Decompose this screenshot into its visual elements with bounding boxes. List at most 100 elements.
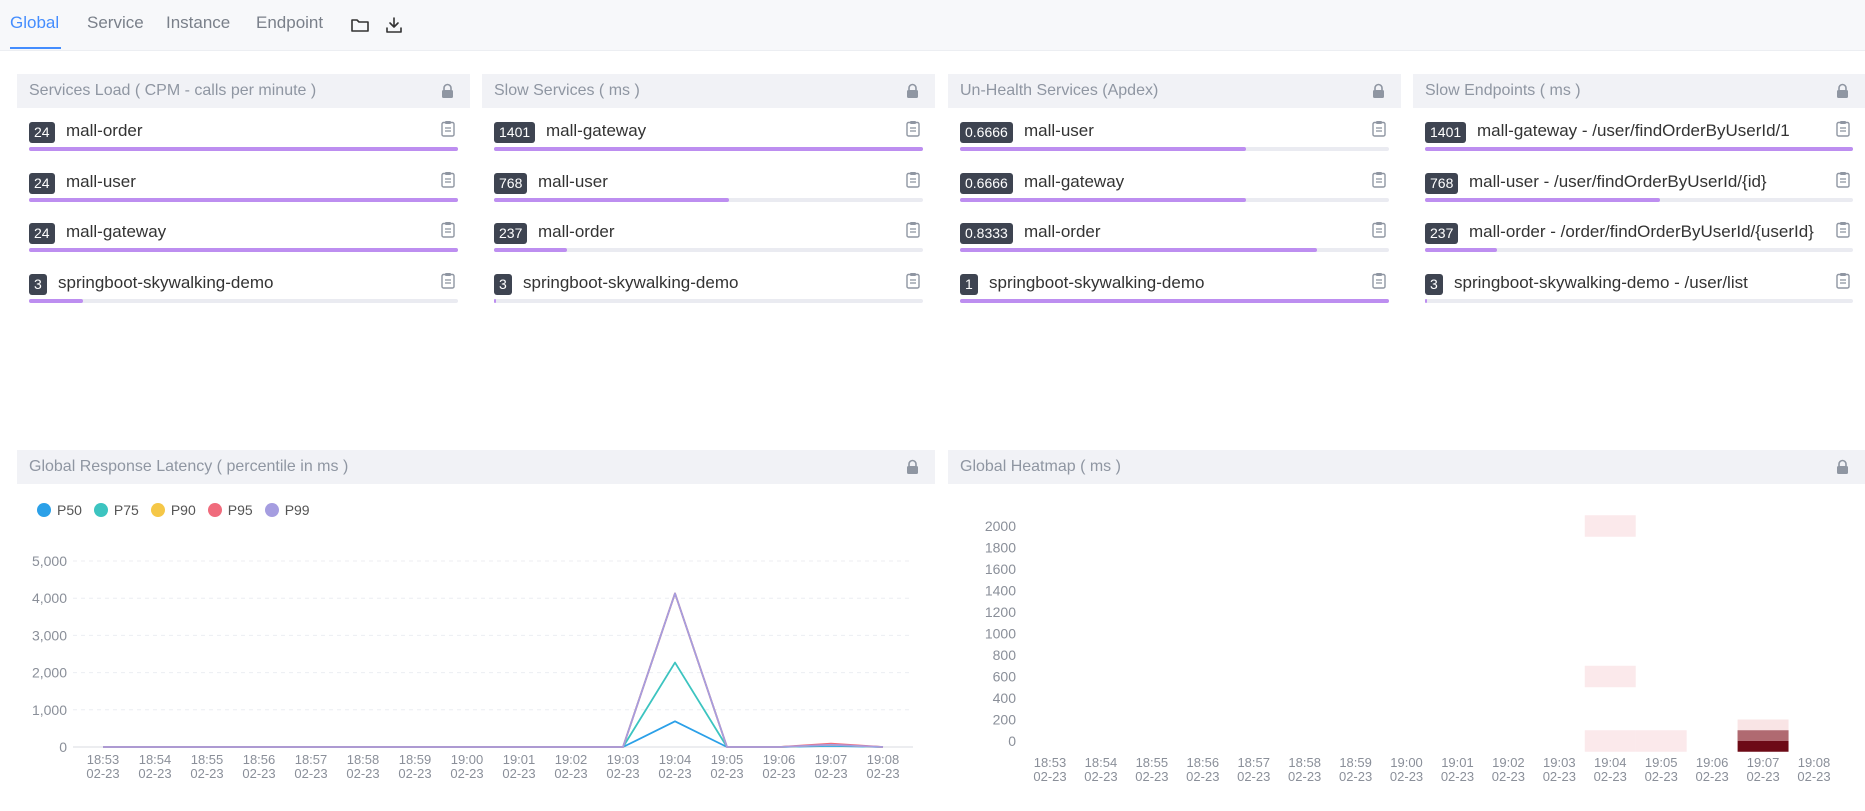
item-name[interactable]: mall-order [1024, 222, 1101, 241]
item-name[interactable]: mall-user [1024, 121, 1094, 140]
list-item[interactable]: 1 springboot-skywalking-demo [960, 268, 1389, 318]
x-tick-label: 18:53 02-23 [86, 752, 119, 781]
slow-services-panel: Slow Services ( ms ) 1401 mall-gateway 768… [482, 74, 935, 324]
list-item[interactable]: 768 mall-user - /user/findOrderByUserId/{… [1425, 167, 1853, 217]
item-name[interactable]: mall-order - /order/findOrderByUserId/{u… [1469, 222, 1814, 241]
legend-item-p99[interactable]: P99 [264, 502, 310, 518]
item-name[interactable]: mall-order [538, 222, 615, 241]
list-item[interactable]: 0.8333 mall-order [960, 217, 1389, 267]
series-line-p90[interactable] [103, 592, 884, 748]
dashboard-tab-bar: Global Service Instance Endpoint [0, 0, 1865, 51]
clipboard-icon[interactable] [441, 171, 455, 188]
heatmap-cell[interactable] [1584, 515, 1636, 537]
clipboard-icon[interactable] [1836, 221, 1850, 238]
series-line-p75[interactable] [103, 661, 884, 748]
x-tick-label: 19:05 02-23 [710, 752, 743, 781]
value-badge: 0.6666 [960, 172, 1013, 194]
tab-global[interactable]: Global [10, 13, 60, 32]
progress-fill [494, 147, 923, 151]
legend-item-p90[interactable]: P90 [150, 502, 196, 518]
clipboard-icon[interactable] [1372, 171, 1386, 188]
list-item[interactable]: 0.6666 mall-gateway [960, 167, 1389, 217]
list-item[interactable]: 1401 mall-gateway [494, 116, 923, 166]
progress-fill [1425, 298, 1427, 303]
series-line-p95[interactable] [103, 592, 884, 748]
tab-service[interactable]: Service [87, 13, 144, 32]
item-name[interactable]: mall-user [538, 171, 608, 191]
item-name[interactable]: mall-user - /user/findOrderByUserId/{id} [1469, 171, 1767, 191]
y-tick-label: 2000 [985, 518, 1016, 534]
item-name[interactable]: mall-gateway [546, 121, 647, 140]
item-name[interactable]: springboot-skywalking-demo [58, 272, 274, 292]
item-name[interactable]: springboot-skywalking-demo [989, 272, 1205, 292]
list-item[interactable]: 3 springboot-skywalking-demo [494, 268, 923, 318]
y-tick-label: 200 [993, 712, 1017, 728]
series-line-p99[interactable] [103, 592, 884, 748]
tab-endpoint[interactable]: Endpoint [256, 13, 324, 32]
x-tick-label: 19:07 02-23 [814, 752, 847, 781]
progress-track [960, 298, 1389, 303]
progress-track [494, 197, 923, 202]
list-item[interactable]: 1401 mall-gateway - /user/findOrderByUser… [1425, 116, 1853, 166]
clipboard-icon[interactable] [906, 120, 920, 137]
item-name[interactable]: mall-gateway - /user/findOrderByUserId/1 [1477, 121, 1790, 140]
clipboard-icon[interactable] [1836, 171, 1850, 188]
list-item[interactable]: 0.6666 mall-user [960, 116, 1389, 166]
progress-fill [1425, 248, 1498, 252]
item-name[interactable]: mall-order [66, 121, 143, 140]
lock-icon[interactable] [906, 459, 919, 475]
progress-fill [960, 298, 1389, 303]
x-tick-label: 18:58 02-23 [346, 752, 379, 781]
lock-icon[interactable] [1372, 83, 1385, 99]
x-tick-label: 18:56 02-23 [242, 752, 275, 781]
item-name[interactable]: mall-gateway [1024, 171, 1125, 191]
tab-instance[interactable]: Instance [166, 13, 231, 32]
list-item[interactable]: 3 springboot-skywalking-demo - /user/list [1425, 268, 1853, 318]
item-name[interactable]: mall-gateway [66, 222, 167, 241]
clipboard-icon[interactable] [906, 272, 920, 289]
lock-icon[interactable] [906, 83, 919, 99]
heatmap-cell[interactable] [1584, 730, 1636, 752]
download-icon[interactable] [384, 15, 404, 35]
y-tick-label: 0 [59, 739, 67, 755]
list-item[interactable]: 24 mall-order [29, 116, 458, 166]
list-item[interactable]: 3 springboot-skywalking-demo [29, 268, 458, 318]
clipboard-icon[interactable] [441, 120, 455, 137]
clipboard-icon[interactable] [1372, 120, 1386, 137]
series-line-p50[interactable] [103, 720, 884, 748]
services-load-panel: Services Load ( CPM - calls per minute )… [17, 74, 470, 324]
heatmap-chart: 0 200 400 600 800 1000 1200 1400 1600 1800 2000 18:… [985, 515, 1831, 784]
active-tab-indicator [10, 47, 61, 49]
legend-item-p75[interactable]: P75 [93, 502, 139, 518]
lock-icon[interactable] [1836, 83, 1849, 99]
clipboard-icon[interactable] [441, 272, 455, 289]
slow-endpoints-panel: Slow Endpoints ( ms ) 1401 mall-gateway -… [1413, 74, 1865, 324]
legend-item-p50[interactable]: P50 [37, 502, 82, 518]
lock-icon[interactable] [441, 83, 454, 99]
clipboard-icon[interactable] [441, 221, 455, 238]
item-name[interactable]: springboot-skywalking-demo - /user/list [1454, 272, 1748, 292]
clipboard-icon[interactable] [906, 171, 920, 188]
value-badge: 24 [29, 223, 55, 244]
legend-item-p95[interactable]: P95 [207, 502, 253, 518]
list-item[interactable]: 768 mall-user [494, 167, 923, 217]
item-name[interactable]: springboot-skywalking-demo [523, 272, 739, 292]
list-item[interactable]: 237 mall-order [494, 217, 923, 267]
y-tick-label: 2,000 [32, 665, 67, 681]
heatmap-cell[interactable] [1635, 730, 1687, 752]
clipboard-icon[interactable] [1372, 221, 1386, 238]
folder-icon[interactable] [350, 15, 370, 35]
clipboard-icon[interactable] [906, 221, 920, 238]
clipboard-icon[interactable] [1372, 272, 1386, 289]
lock-icon[interactable] [1836, 459, 1849, 475]
list-item[interactable]: 237 mall-order - /order/findOrderByUserId… [1425, 217, 1853, 267]
y-tick-label: 1000 [985, 626, 1016, 642]
clipboard-icon[interactable] [1836, 120, 1850, 137]
heatmap-cell[interactable] [1737, 719, 1789, 742]
item-name[interactable]: mall-user [66, 171, 136, 191]
list-item[interactable]: 24 mall-user [29, 167, 458, 217]
list-item[interactable]: 24 mall-gateway [29, 217, 458, 267]
legend-label: P90 [170, 502, 196, 518]
heatmap-cell[interactable] [1584, 665, 1636, 688]
clipboard-icon[interactable] [1836, 272, 1850, 289]
